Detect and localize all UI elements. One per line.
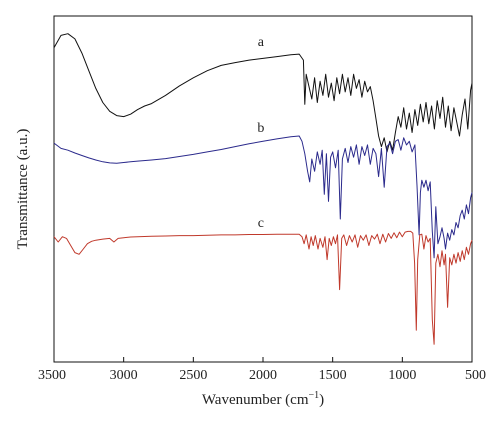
x-tick-label: 3000: [110, 368, 138, 383]
x-tick-label: 1000: [388, 368, 416, 383]
x-axis-title-text: Wavenumber (cm: [202, 392, 309, 408]
series-label-layer: a b c: [257, 35, 264, 231]
plot-frame: [53, 15, 473, 363]
x-tick-label: 2000: [249, 368, 277, 383]
x-tick-label: 500: [465, 368, 486, 383]
x-axis-title-close: ): [319, 392, 324, 408]
series-layer: [53, 33, 473, 345]
x-axis-title: Wavenumber (cm−1): [202, 390, 324, 408]
series-label-b: b: [257, 121, 264, 136]
x-axis-ticks: 3500 3000 2500 2000 1500 1000 500: [38, 357, 486, 383]
series-label-a: a: [258, 35, 265, 50]
series-label-c: c: [258, 216, 264, 231]
series-line-c: [53, 230, 473, 345]
y-axis-title: Transmittance (a.u.): [15, 129, 31, 250]
x-axis-title-superscript: −1: [309, 390, 320, 401]
x-tick-label: 2500: [179, 368, 207, 383]
series-line-a: [53, 33, 473, 153]
series-line-b: [53, 135, 473, 259]
x-tick-label: 3500: [38, 368, 66, 383]
x-tick-label: 1500: [319, 368, 347, 383]
